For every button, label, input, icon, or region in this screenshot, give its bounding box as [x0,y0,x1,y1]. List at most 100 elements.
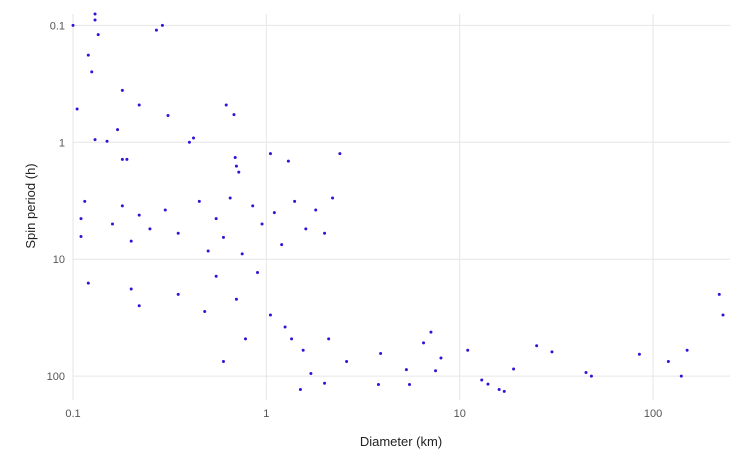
data-point [137,103,141,107]
data-point [379,351,383,355]
y-tick-label: 100 [47,371,65,383]
data-point [679,374,683,378]
data-point [717,292,721,296]
data-point [96,33,100,37]
x-axis-label: Diameter (km) [360,434,442,449]
data-point [75,107,79,111]
data-point [434,369,438,373]
data-point [137,304,141,308]
data-point [232,113,236,117]
data-point [79,217,83,221]
data-point [83,199,87,203]
data-point [502,389,506,393]
data-point [240,252,244,256]
data-point [637,352,641,356]
data-point [486,382,490,386]
data-point [327,337,331,341]
data-point [685,348,689,352]
data-point [535,344,539,348]
data-point [309,372,313,376]
data-point [90,70,94,74]
data-point [550,350,554,354]
x-tick-label: 100 [644,408,662,420]
data-point [129,287,133,291]
y-axis-label: Spin period (h) [23,163,38,248]
data-point [480,378,484,382]
data-point [93,18,97,22]
data-point [120,88,124,92]
data-point [120,204,124,208]
data-point [125,157,129,161]
data-point [221,235,225,239]
y-axis-ticks: 0.1 1 10 100 [47,20,65,383]
data-point [251,204,255,208]
data-point [203,309,207,313]
data-point [86,281,90,285]
data-point [148,227,152,231]
data-point [233,156,237,160]
data-point [129,239,133,243]
data-point [466,348,470,352]
data-point [584,370,588,374]
data-point [176,231,180,235]
data-point [116,128,120,132]
data-point [666,360,670,364]
data-point [214,274,218,278]
data-point [589,374,593,378]
data-point [197,199,201,203]
data-point [176,292,180,296]
data-point [93,138,97,142]
data-point [293,199,297,203]
data-point [268,152,272,156]
data-point [429,330,433,334]
data-point [323,231,327,235]
data-point [160,23,164,27]
data-point [422,341,426,345]
data-point [206,249,210,253]
data-point [105,139,109,143]
data-point [497,387,501,391]
data-point [260,222,264,226]
data-point [187,140,191,144]
data-point [86,53,90,57]
data-point [214,217,218,221]
data-point [286,159,290,163]
y-tick-label: 1 [59,137,65,149]
grid-lines [72,14,730,400]
x-tick-label: 0.1 [65,408,80,420]
data-point [166,113,170,117]
data-point [137,213,141,217]
data-point [268,313,272,317]
data-point [404,368,408,372]
data-point [234,164,238,168]
data-point [228,196,232,200]
data-point [301,348,305,352]
data-point [721,313,725,317]
data-point [256,271,260,275]
data-point [376,383,380,387]
data-point [314,208,318,212]
data-point [338,152,342,156]
data-point [110,222,114,226]
data-point [298,387,302,391]
data-point [304,227,308,231]
data-point [71,23,75,27]
data-point [283,325,287,329]
x-tick-label: 1 [263,408,269,420]
y-tick-label: 10 [53,254,65,266]
data-point [234,297,238,301]
data-point [512,367,516,371]
data-point [345,360,349,364]
data-point [243,337,247,341]
data-point [439,356,443,360]
data-point [323,381,327,385]
data-point [280,243,284,247]
data-point [163,208,167,212]
data-point [408,383,411,387]
y-tick-label: 0.1 [50,20,65,32]
data-point [224,103,228,107]
x-axis-ticks: 0.1 1 10 100 [65,408,662,420]
data-point [79,235,83,239]
data-point [192,136,196,140]
